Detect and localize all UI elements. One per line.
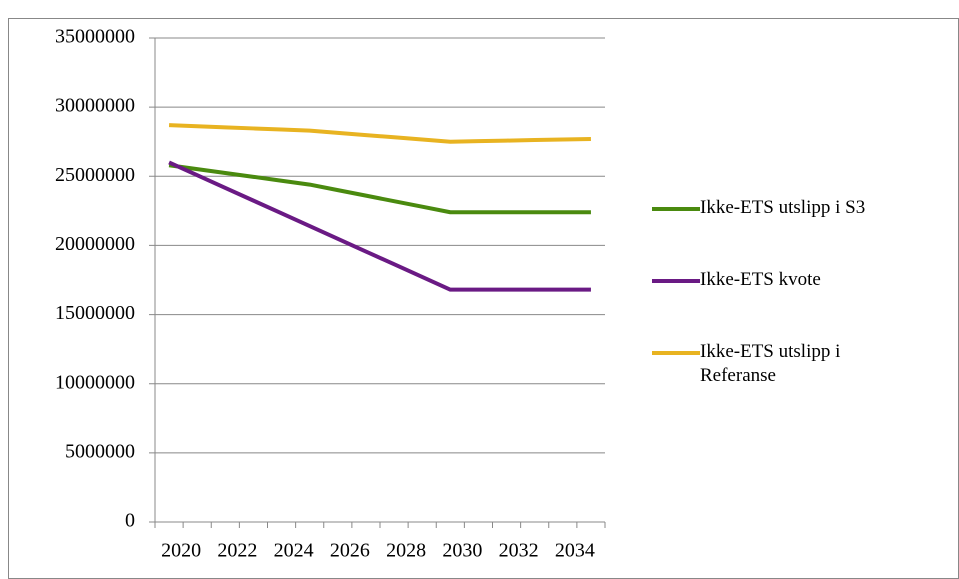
legend-label: Ikke-ETS kvote xyxy=(700,269,821,290)
legend-item: Ikke-ETS utslipp i S3 xyxy=(652,196,902,268)
y-tick-label: 30000000 xyxy=(55,95,135,117)
y-tick-label: 10000000 xyxy=(55,371,135,393)
y-tick-label: 5000000 xyxy=(65,440,135,462)
series-line xyxy=(168,123,591,144)
legend: Ikke-ETS utslipp i S3 Ikke-ETS kvote Ikke-… xyxy=(652,196,902,412)
legend-swatch xyxy=(652,207,700,211)
legend-label: Ikke-ETS utslipp i S3 xyxy=(700,197,866,218)
x-tick-label: 2024 xyxy=(274,540,314,562)
legend-swatch xyxy=(652,279,700,283)
legend-swatch xyxy=(652,351,700,355)
x-tick-label: 2022 xyxy=(217,540,257,562)
legend-label: Ikke-ETS utslipp i Referanse xyxy=(700,341,841,386)
y-tick-label: 0 xyxy=(125,510,135,532)
x-tick-label: 2026 xyxy=(330,540,370,562)
legend-item: Ikke-ETS kvote xyxy=(652,268,902,340)
legend-item: Ikke-ETS utslipp i Referanse xyxy=(652,340,902,412)
series-line xyxy=(168,163,591,215)
x-tick-label: 2032 xyxy=(499,540,539,562)
y-tick-label: 35000000 xyxy=(55,26,135,48)
series-line xyxy=(168,160,591,292)
x-tick-label: 2030 xyxy=(442,540,482,562)
y-tick-label: 20000000 xyxy=(55,233,135,255)
x-tick-label: 2028 xyxy=(386,540,426,562)
x-tick-label: 2020 xyxy=(161,540,201,562)
y-tick-label: 25000000 xyxy=(55,164,135,186)
y-tick-label: 15000000 xyxy=(55,302,135,324)
x-tick-label: 2034 xyxy=(555,540,595,562)
